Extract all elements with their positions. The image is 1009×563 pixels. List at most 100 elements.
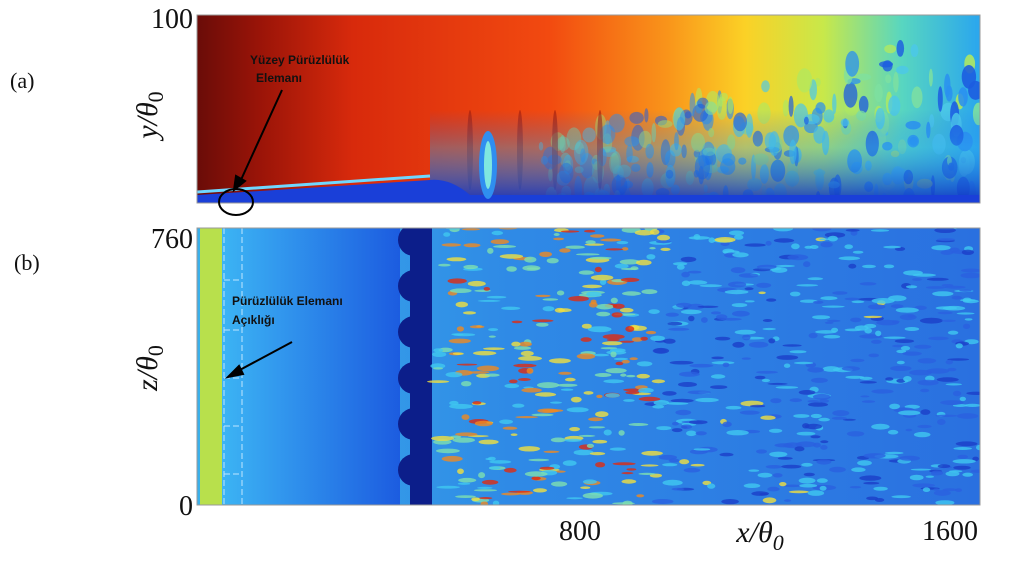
eddy — [933, 488, 940, 491]
eddy — [952, 390, 962, 397]
eddy — [524, 471, 548, 477]
eddy — [602, 334, 625, 340]
eddy — [502, 426, 518, 430]
eddy — [473, 489, 498, 492]
y-tick-label: 0 — [179, 491, 193, 522]
eddy — [456, 326, 464, 332]
eddy — [528, 458, 550, 462]
eddy — [832, 93, 837, 115]
eddy — [899, 455, 920, 461]
eddy — [436, 485, 460, 489]
eddy — [722, 362, 730, 368]
eddy — [621, 479, 637, 484]
eddy — [721, 499, 739, 505]
panel-frame — [196, 227, 981, 506]
eddy — [826, 319, 841, 322]
eddy — [506, 266, 517, 272]
eddy — [625, 390, 640, 395]
eddy — [851, 300, 865, 304]
eddy — [940, 250, 954, 255]
eddy — [578, 434, 596, 437]
eddy — [690, 463, 705, 467]
eddy — [679, 459, 690, 465]
eddy — [867, 304, 886, 310]
eddy — [662, 463, 678, 467]
eddy — [634, 229, 655, 236]
eddy — [468, 371, 490, 374]
eddy — [473, 351, 497, 356]
eddy — [687, 280, 708, 285]
eddy — [610, 351, 617, 358]
eddy — [917, 379, 939, 386]
eddy — [620, 277, 640, 282]
eddy — [493, 245, 517, 248]
eddy — [602, 341, 623, 346]
eddy — [488, 335, 496, 338]
eddy — [610, 297, 618, 304]
eddy — [675, 409, 692, 416]
eddy — [676, 264, 685, 270]
eddy — [663, 338, 676, 344]
eddy — [559, 248, 571, 253]
eddy — [962, 297, 972, 302]
eddy — [831, 327, 839, 333]
eddy — [820, 241, 833, 248]
eddy — [636, 259, 652, 266]
eddy — [524, 256, 537, 263]
eddy — [863, 315, 883, 319]
eddy — [827, 235, 838, 242]
eddy — [504, 467, 517, 473]
eddy — [904, 327, 920, 331]
eddy — [762, 319, 773, 322]
label-main: z/θ — [131, 356, 164, 392]
eddy — [807, 277, 824, 281]
eddy — [711, 356, 724, 360]
eddy — [640, 336, 648, 341]
eddy — [554, 307, 565, 313]
eddy — [658, 454, 677, 460]
eddy — [566, 407, 589, 413]
eddy — [648, 309, 660, 314]
eddy — [798, 390, 816, 395]
eddy — [909, 474, 924, 481]
eddy — [596, 303, 614, 310]
roughness-bumps — [398, 228, 432, 505]
eddy — [937, 419, 946, 425]
eddy — [920, 409, 931, 415]
eddy — [461, 228, 481, 231]
eddy — [626, 374, 636, 378]
eddy — [952, 459, 976, 464]
eddy — [808, 402, 828, 407]
eddy — [575, 253, 600, 256]
bump — [398, 228, 430, 256]
eddy — [620, 373, 627, 377]
eddy — [686, 430, 697, 437]
eddy — [590, 274, 614, 281]
eddy — [874, 83, 883, 103]
eddy — [863, 481, 880, 485]
eddy — [680, 256, 697, 263]
eddy — [852, 250, 864, 254]
eddy — [738, 273, 759, 278]
eddy — [600, 347, 618, 350]
eddy — [953, 465, 971, 470]
eddy — [438, 263, 451, 267]
eddy — [557, 383, 578, 387]
eddy — [560, 388, 574, 391]
eddy — [569, 427, 580, 432]
eddy — [813, 442, 821, 448]
eddy — [793, 414, 810, 418]
eddy — [796, 431, 816, 436]
x-tick-label: 800 — [559, 516, 601, 547]
eddy — [478, 497, 493, 500]
boundary-layer — [430, 110, 980, 203]
eddy — [725, 405, 742, 410]
y-tick-label: 100 — [151, 4, 193, 35]
eddy — [646, 254, 656, 260]
eddy — [912, 273, 936, 277]
eddy — [719, 452, 734, 457]
eddy — [859, 282, 877, 286]
eddy — [820, 440, 829, 444]
eddy — [870, 229, 890, 232]
eddy — [652, 404, 665, 409]
